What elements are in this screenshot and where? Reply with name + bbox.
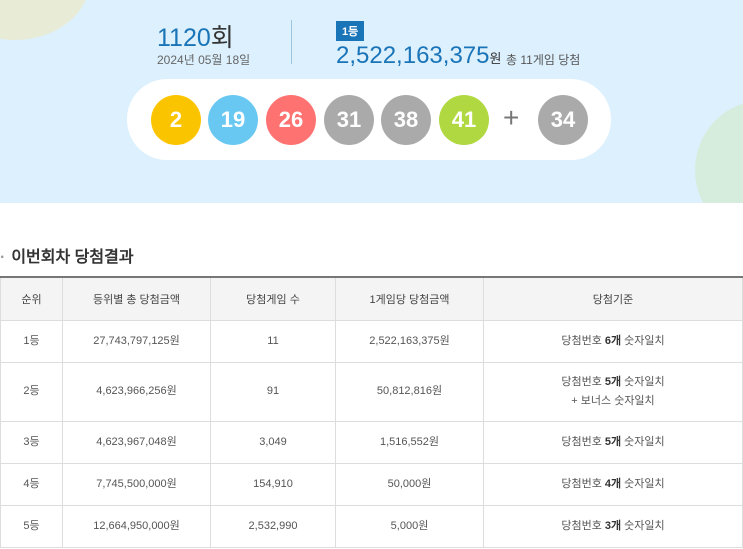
winning-ball: 26 (266, 95, 316, 145)
first-prize-badge: 1등 (336, 21, 365, 41)
winning-ball: 2 (151, 95, 201, 145)
section-title-text: 이번회차 당첨결과 (11, 249, 134, 266)
cell-criteria: 당첨번호 3개 숫자일치 (483, 504, 743, 548)
criteria-count: 4개 (604, 477, 622, 490)
cell-rank: 3등 (0, 420, 63, 464)
column-header: 순위 (0, 276, 63, 321)
criteria-pre: 당첨번호 (561, 519, 605, 532)
criteria-post: 숫자일치 (621, 477, 665, 490)
bonus-ball: 34 (538, 95, 588, 145)
cell-count: 2,532,990 (210, 504, 336, 548)
cell-count: 3,049 (210, 420, 336, 464)
criteria-pre: 당첨번호 (561, 334, 605, 347)
table-row: 5등 12,664,950,000원 2,532,990 5,000원 당첨번호 3개 … (0, 504, 743, 548)
results-table: 순위 등위별 총 당첨금액 당첨게임 수 1게임당 당첨금액 당첨기준 1등 27,743… (0, 276, 743, 548)
criteria-pre: 당첨번호 (561, 375, 605, 388)
section-title: · 이번회차 당첨결과 (0, 243, 140, 267)
cell-rank: 2등 (0, 361, 63, 422)
table-header-row: 순위 등위별 총 당첨금액 당첨게임 수 1게임당 당첨금액 당첨기준 (0, 276, 743, 321)
table-row: 2등 4,623,966,256원 91 50,812,816원 당첨번호 5개 숫자일… (0, 361, 743, 422)
cell-total: 7,745,500,000원 (62, 462, 211, 506)
plus-sign: + (503, 102, 520, 133)
cell-criteria: 당첨번호 5개 숫자일치 + 보너스 숫자일치 (483, 361, 743, 422)
cell-total: 4,623,966,256원 (62, 361, 211, 422)
cell-criteria: 당첨번호 4개 숫자일치 (483, 462, 743, 506)
criteria-pre: 당첨번호 (561, 435, 605, 448)
cell-rank: 4등 (0, 462, 63, 506)
prize-value: 2,522,163,375 (336, 42, 490, 69)
cell-total: 12,664,950,000원 (62, 504, 211, 548)
cell-each: 50,000원 (335, 462, 484, 506)
cell-total: 4,623,967,048원 (62, 420, 211, 464)
criteria-count: 3개 (604, 519, 622, 532)
draw-date: 2024년 05월 18일 (157, 53, 251, 67)
winning-ball: 38 (381, 95, 431, 145)
column-header: 등위별 총 당첨금액 (62, 276, 211, 321)
winning-ball: 41 (439, 95, 489, 145)
currency-unit: 원 (489, 51, 502, 66)
cell-rank: 1등 (0, 319, 63, 363)
table-row: 1등 27,743,797,125원 11 2,522,163,375원 당첨번호 6개… (0, 319, 743, 363)
cell-total: 27,743,797,125원 (62, 319, 211, 363)
criteria-extra: + 보너스 숫자일치 (571, 394, 655, 407)
cell-count: 11 (210, 319, 336, 363)
column-header: 당첨게임 수 (210, 276, 336, 321)
criteria-post: 숫자일치 (621, 375, 665, 388)
decoration-circle (0, 0, 90, 40)
column-header: 당첨기준 (483, 276, 743, 321)
criteria-pre: 당첨번호 (561, 477, 605, 490)
criteria-count: 6개 (604, 334, 622, 347)
criteria-post: 숫자일치 (621, 334, 665, 347)
cell-each: 50,812,816원 (335, 361, 484, 422)
cell-count: 154,910 (210, 462, 336, 506)
criteria-post: 숫자일치 (621, 435, 665, 448)
first-prize-amount: 2,522,163,375원 (336, 42, 501, 70)
cell-each: 2,522,163,375원 (335, 319, 484, 363)
column-header: 1게임당 당첨금액 (335, 276, 484, 321)
criteria-count: 5개 (604, 375, 622, 388)
criteria-count: 5개 (604, 435, 622, 448)
criteria-post: 숫자일치 (621, 519, 665, 532)
round-suffix: 회 (210, 24, 234, 52)
cell-criteria: 당첨번호 6개 숫자일치 (483, 319, 743, 363)
divider (291, 20, 292, 64)
cell-each: 1,516,552원 (335, 420, 484, 464)
draw-banner: 1120회 2024년 05월 18일 1등 2,522,163,375원 총 … (0, 0, 743, 203)
draw-round: 1120회 (157, 18, 234, 54)
round-number: 1120 (157, 24, 211, 52)
cell-criteria: 당첨번호 5개 숫자일치 (483, 420, 743, 464)
cell-rank: 5등 (0, 504, 63, 548)
table-row: 4등 7,745,500,000원 154,910 50,000원 당첨번호 4개 숫자… (0, 462, 743, 506)
table-row: 3등 4,623,967,048원 3,049 1,516,552원 당첨번호 5개 숫… (0, 420, 743, 464)
winning-ball: 19 (208, 95, 258, 145)
cell-count: 91 (210, 361, 336, 422)
winning-ball: 31 (324, 95, 374, 145)
winners-count: 총 11게임 당첨 (506, 53, 581, 67)
decoration-circle (695, 100, 743, 203)
bullet-icon: · (0, 249, 6, 266)
cell-each: 5,000원 (335, 504, 484, 548)
